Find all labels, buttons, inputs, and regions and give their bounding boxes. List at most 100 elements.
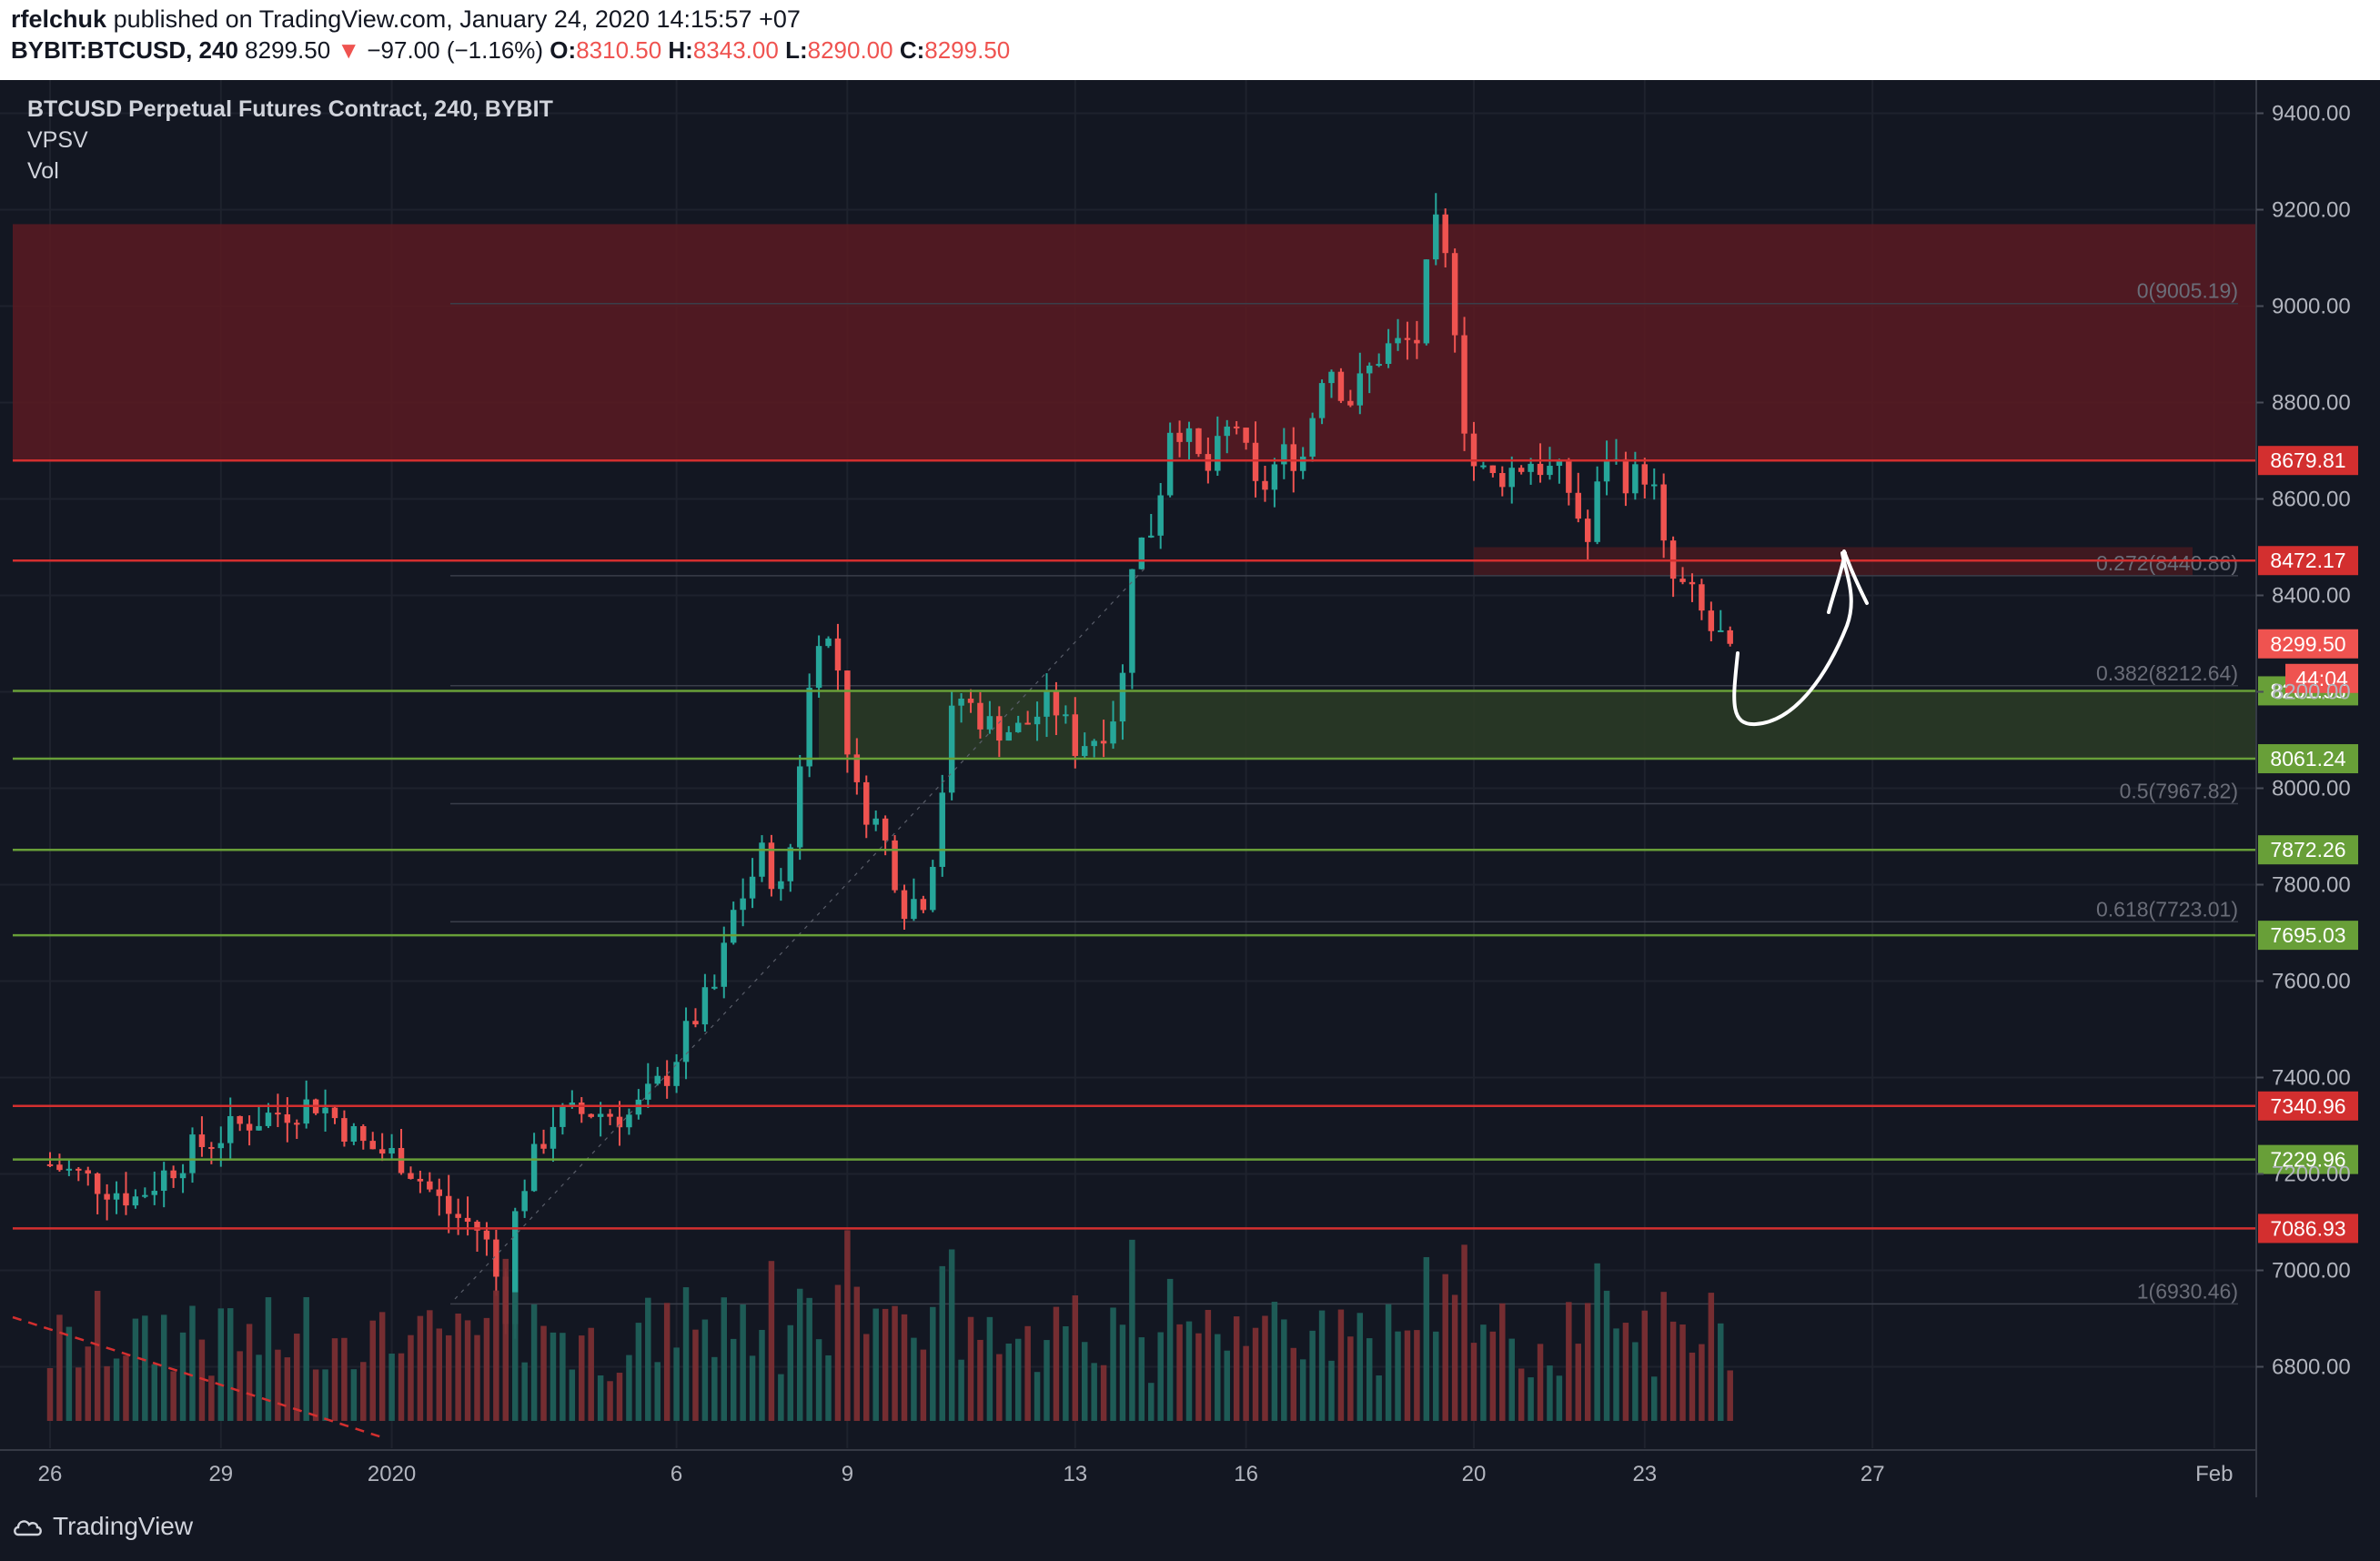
candle-body[interactable]	[930, 866, 936, 911]
candle-body[interactable]	[256, 1125, 262, 1131]
candle-body[interactable]	[1385, 343, 1392, 365]
candle-body[interactable]	[1166, 432, 1174, 496]
candle-body[interactable]	[701, 987, 709, 1025]
candle-body[interactable]	[550, 1126, 557, 1149]
candle-body[interactable]	[882, 818, 889, 841]
author-name[interactable]: rfelchuk	[11, 5, 107, 33]
candle-body[interactable]	[198, 1134, 206, 1147]
candle-body[interactable]	[474, 1222, 480, 1231]
candle-body[interactable]	[1718, 629, 1724, 632]
candle-body[interactable]	[711, 986, 718, 989]
candle-body[interactable]	[863, 781, 870, 825]
candle-body[interactable]	[369, 1141, 376, 1150]
candle-body[interactable]	[768, 842, 775, 890]
candle-body[interactable]	[1556, 460, 1563, 467]
candle-body[interactable]	[417, 1178, 424, 1182]
candle-body[interactable]	[1489, 465, 1497, 474]
candle-body[interactable]	[1337, 371, 1345, 401]
candle-body[interactable]	[1356, 373, 1364, 406]
candle-body[interactable]	[1470, 433, 1477, 467]
candle-body[interactable]	[1699, 584, 1705, 611]
candle-body[interactable]	[1480, 465, 1487, 468]
candle-body[interactable]	[331, 1107, 338, 1119]
candle-body[interactable]	[540, 1143, 547, 1149]
candle-body[interactable]	[113, 1193, 120, 1200]
candle-body[interactable]	[911, 899, 917, 920]
candle-body[interactable]	[1138, 537, 1145, 569]
candle-body[interactable]	[1404, 337, 1411, 340]
indicator-vol-label[interactable]: Vol	[27, 158, 59, 184]
candle-body[interactable]	[1157, 495, 1164, 536]
candle-body[interactable]	[227, 1115, 234, 1143]
candle-body[interactable]	[303, 1099, 309, 1124]
candle-body[interactable]	[1461, 335, 1467, 434]
candle-body[interactable]	[483, 1230, 490, 1240]
candle-body[interactable]	[1499, 473, 1506, 488]
candle-body[interactable]	[142, 1194, 148, 1197]
candle-body[interactable]	[1584, 519, 1591, 542]
candle-body[interactable]	[1309, 418, 1316, 457]
candle-body[interactable]	[350, 1125, 358, 1142]
candle-body[interactable]	[56, 1164, 63, 1171]
candle-body[interactable]	[1433, 214, 1439, 260]
candle-body[interactable]	[1224, 426, 1230, 437]
candle-body[interactable]	[208, 1146, 215, 1149]
candle-body[interactable]	[378, 1149, 386, 1154]
candle-body[interactable]	[455, 1214, 461, 1218]
candle-body[interactable]	[1081, 746, 1088, 757]
candle-body[interactable]	[284, 1113, 291, 1123]
candle-body[interactable]	[160, 1170, 167, 1192]
candle-body[interactable]	[94, 1173, 101, 1194]
candle-body[interactable]	[1100, 740, 1107, 744]
candle-body[interactable]	[721, 942, 728, 987]
candle-body[interactable]	[1594, 481, 1600, 542]
candle-body[interactable]	[170, 1170, 176, 1179]
candle-body[interactable]	[1176, 432, 1183, 442]
candle-body[interactable]	[1328, 371, 1335, 384]
candle-body[interactable]	[1376, 364, 1382, 367]
candle-body[interactable]	[588, 1113, 594, 1117]
candle-body[interactable]	[569, 1103, 576, 1107]
candle-body[interactable]	[1537, 463, 1544, 476]
candle-body[interactable]	[635, 1099, 642, 1115]
candle-body[interactable]	[189, 1134, 196, 1173]
candle-body[interactable]	[920, 899, 927, 911]
candle-body[interactable]	[825, 638, 832, 647]
candle-body[interactable]	[597, 1113, 604, 1117]
candle-body[interactable]	[730, 910, 737, 943]
candle-body[interactable]	[1024, 722, 1031, 725]
candle-body[interactable]	[294, 1123, 300, 1125]
candle-body[interactable]	[682, 1021, 690, 1062]
candle-body[interactable]	[607, 1113, 613, 1117]
candle-body[interactable]	[853, 754, 861, 782]
candle-body[interactable]	[834, 638, 842, 671]
candle-body[interactable]	[1044, 690, 1050, 717]
candle-body[interactable]	[892, 840, 898, 891]
candle-body[interactable]	[1727, 629, 1733, 644]
candle-body[interactable]	[616, 1116, 623, 1128]
candle-body[interactable]	[901, 890, 908, 920]
candle-body[interactable]	[1129, 569, 1135, 673]
candle-body[interactable]	[123, 1193, 129, 1206]
candle-body[interactable]	[1423, 259, 1430, 344]
candle-body[interactable]	[1215, 436, 1221, 471]
candle-body[interactable]	[872, 818, 879, 825]
candle-body[interactable]	[1299, 456, 1306, 471]
candle-body[interactable]	[445, 1195, 452, 1214]
candle-body[interactable]	[996, 716, 1003, 741]
candle-body[interactable]	[1034, 716, 1041, 725]
candle-body[interactable]	[1689, 581, 1696, 585]
candle-body[interactable]	[1072, 714, 1079, 757]
candle-body[interactable]	[217, 1143, 225, 1149]
tradingview-logo[interactable]: TradingView	[13, 1512, 193, 1541]
candle-body[interactable]	[1708, 610, 1715, 631]
candle-body[interactable]	[1347, 400, 1354, 406]
candle-body[interactable]	[626, 1114, 632, 1128]
candle-body[interactable]	[464, 1217, 471, 1223]
candle-body[interactable]	[1243, 428, 1249, 443]
candle-body[interactable]	[1575, 492, 1582, 519]
candle-body[interactable]	[1148, 535, 1155, 538]
candle-body[interactable]	[1053, 690, 1060, 716]
candle-body[interactable]	[1650, 484, 1658, 487]
candle-body[interactable]	[427, 1181, 433, 1190]
